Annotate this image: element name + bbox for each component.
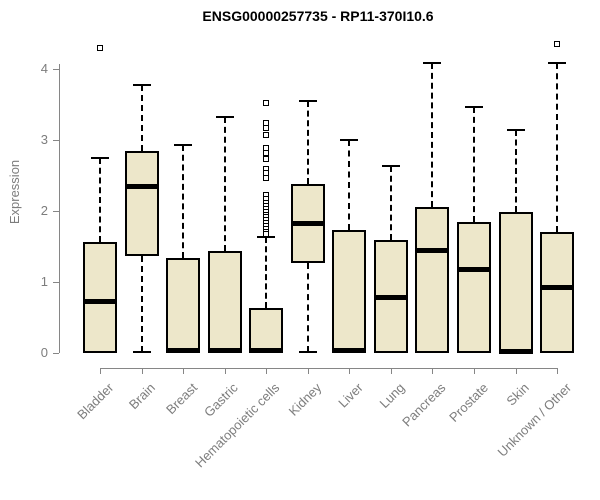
iqr-box-skin xyxy=(498,212,533,353)
iqr-box-hematopoietic-cells xyxy=(249,307,284,353)
upper-whisker-lung xyxy=(389,166,392,241)
upper-whisker-breast xyxy=(182,144,185,258)
x-tick-mark xyxy=(432,368,434,374)
outlier-point-hematopoietic-cells xyxy=(263,124,270,131)
lower-whisker-kidney xyxy=(306,262,309,352)
iqr-box-prostate xyxy=(456,222,491,353)
median-line-liver xyxy=(332,348,367,354)
upper-whisker-cap-kidney xyxy=(298,99,317,102)
y-tick-mark xyxy=(53,353,59,354)
x-tick-mark xyxy=(183,368,185,374)
iqr-box-brain xyxy=(124,150,159,257)
upper-whisker-brain xyxy=(140,84,143,151)
lower-whisker-brain xyxy=(140,256,143,352)
iqr-box-breast xyxy=(166,257,201,353)
iqr-box-pancreas xyxy=(415,206,450,353)
upper-whisker-bladder xyxy=(99,158,101,243)
y-tick-label: 3 xyxy=(40,132,48,147)
median-line-hematopoietic-cells xyxy=(249,348,284,354)
outlier-point-unknown-other xyxy=(554,41,561,48)
upper-whisker-pancreas xyxy=(431,63,434,207)
lower-whisker-cap-brain xyxy=(132,350,151,353)
y-tick-label: 0 xyxy=(40,345,48,360)
upper-whisker-cap-pancreas xyxy=(423,62,442,65)
median-line-lung xyxy=(373,295,408,301)
upper-whisker-prostate xyxy=(472,107,475,223)
outlier-point-hematopoietic-cells xyxy=(263,175,270,182)
median-line-unknown-other xyxy=(540,285,575,291)
outlier-point-hematopoietic-cells xyxy=(263,132,270,139)
median-line-brain xyxy=(124,183,159,189)
outlier-point-hematopoietic-cells xyxy=(263,149,270,156)
x-tick-mark xyxy=(266,368,268,374)
outlier-point-hematopoietic-cells xyxy=(263,169,270,176)
median-line-breast xyxy=(166,348,201,354)
x-tick-mark xyxy=(349,368,351,374)
upper-whisker-cap-lung xyxy=(381,165,400,168)
upper-whisker-liver xyxy=(348,140,351,231)
y-tick-mark xyxy=(53,140,59,141)
median-line-gastric xyxy=(207,348,242,354)
x-tick-mark xyxy=(307,368,309,374)
y-axis-line xyxy=(59,64,60,353)
y-tick-mark xyxy=(53,282,59,283)
iqr-box-unknown-other xyxy=(540,231,575,353)
outlier-point-hematopoietic-cells xyxy=(263,156,270,163)
median-line-prostate xyxy=(456,266,491,272)
upper-whisker-cap-unknown-other xyxy=(548,62,567,65)
upper-whisker-skin xyxy=(514,130,517,213)
y-tick-mark xyxy=(53,69,59,70)
outlier-point-hematopoietic-cells xyxy=(263,231,270,238)
iqr-box-liver xyxy=(332,230,367,353)
x-tick-mark xyxy=(557,368,559,374)
outlier-point-hematopoietic-cells xyxy=(263,100,270,107)
upper-whisker-cap-breast xyxy=(174,143,193,146)
x-tick-mark xyxy=(141,368,143,374)
y-tick-label: 4 xyxy=(40,61,48,76)
upper-whisker-hematopoietic-cells xyxy=(265,237,268,308)
upper-whisker-cap-prostate xyxy=(464,106,483,109)
upper-whisker-cap-liver xyxy=(340,139,359,141)
y-tick-mark xyxy=(53,211,59,212)
y-tick-label: 1 xyxy=(40,274,48,289)
x-axis-line xyxy=(100,368,559,369)
median-line-pancreas xyxy=(415,247,450,253)
upper-whisker-cap-brain xyxy=(132,83,151,86)
median-line-skin xyxy=(498,349,533,355)
iqr-box-bladder xyxy=(83,242,117,353)
lower-whisker-cap-kidney xyxy=(298,350,317,353)
upper-whisker-cap-bladder xyxy=(91,157,109,160)
median-line-bladder xyxy=(83,299,117,305)
median-line-kidney xyxy=(290,220,325,226)
upper-whisker-kidney xyxy=(306,100,309,184)
outlier-point-bladder xyxy=(97,44,103,51)
x-tick-mark xyxy=(515,368,517,374)
upper-whisker-cap-skin xyxy=(506,129,525,132)
x-tick-mark xyxy=(390,368,392,374)
x-tick-mark xyxy=(473,368,475,374)
chart-title: ENSG00000257735 - RP11-370I10.6 xyxy=(202,8,434,24)
upper-whisker-cap-gastric xyxy=(215,116,234,119)
upper-whisker-unknown-other xyxy=(556,63,559,232)
x-tick-mark xyxy=(100,368,101,374)
y-tick-label: 2 xyxy=(40,203,48,218)
upper-whisker-gastric xyxy=(223,117,226,251)
x-tick-mark xyxy=(224,368,226,374)
